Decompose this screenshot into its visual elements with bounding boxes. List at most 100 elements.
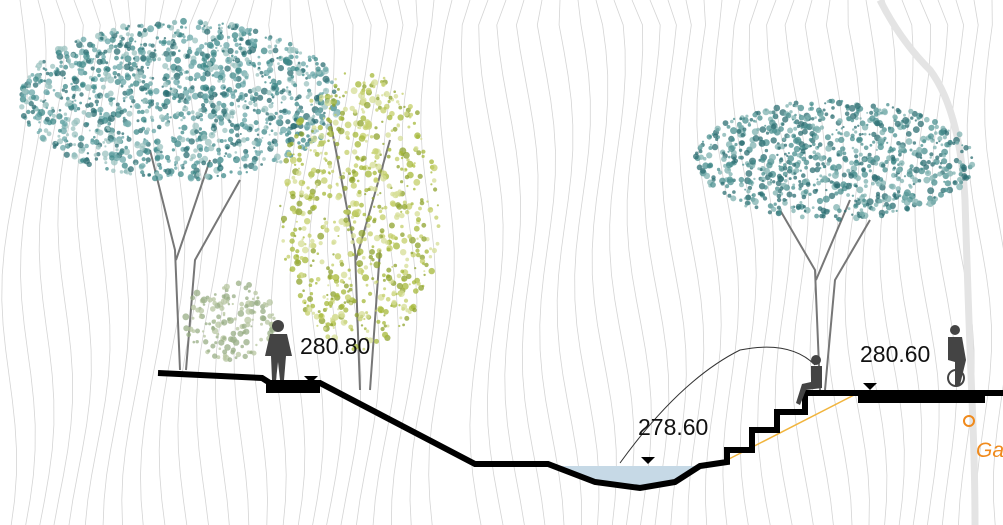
foliage: [259, 150, 263, 154]
foliage: [854, 130, 858, 134]
foliage: [430, 164, 438, 172]
foliage: [315, 281, 318, 285]
foliage: [105, 126, 110, 130]
foliage: [822, 195, 830, 203]
foliage: [418, 285, 424, 291]
foliage: [368, 291, 373, 296]
foliage: [220, 298, 228, 305]
foliage: [819, 166, 822, 170]
foliage: [348, 172, 351, 175]
foliage: [140, 65, 144, 70]
foliage: [94, 99, 100, 104]
foliage: [63, 64, 69, 70]
foliage: [759, 167, 763, 172]
foliage: [255, 73, 260, 77]
foliage: [422, 262, 425, 266]
foliage: [354, 312, 360, 318]
foliage: [113, 139, 121, 146]
foliage: [751, 128, 759, 136]
foliage: [386, 247, 391, 252]
foliage: [188, 75, 194, 82]
foliage: [119, 149, 125, 155]
foliage: [339, 262, 345, 267]
foliage: [899, 178, 905, 184]
foliage: [404, 315, 410, 321]
foliage: [895, 193, 899, 197]
foliage: [253, 146, 256, 149]
foliage: [78, 68, 85, 76]
foliage: [801, 194, 807, 200]
foliage: [203, 25, 206, 28]
foliage: [187, 34, 194, 41]
foliage: [287, 41, 293, 47]
foliage: [209, 26, 213, 30]
foliage: [385, 132, 392, 138]
foliage: [330, 80, 334, 85]
foliage: [71, 152, 78, 160]
foliage: [286, 254, 291, 259]
foliage: [275, 119, 282, 126]
foliage: [302, 289, 305, 293]
foliage: [374, 338, 379, 344]
foliage: [711, 143, 719, 151]
foliage: [880, 180, 886, 186]
foliage: [305, 71, 309, 75]
foliage: [776, 173, 782, 179]
foliage: [202, 303, 206, 306]
foliage: [239, 166, 242, 169]
foliage: [850, 113, 857, 120]
foliage: [224, 139, 227, 143]
foliage: [190, 59, 197, 66]
foliage: [368, 166, 372, 170]
foliage: [388, 95, 393, 100]
foliage: [151, 128, 157, 134]
foliage: [217, 151, 221, 156]
foliage: [382, 321, 386, 325]
foliage: [728, 162, 734, 168]
foliage: [356, 260, 364, 267]
foliage: [305, 65, 309, 68]
foliage: [183, 146, 189, 153]
foliage: [334, 253, 342, 260]
foliage: [271, 102, 274, 105]
foliage: [351, 169, 356, 174]
foliage: [808, 192, 812, 196]
foliage: [773, 104, 781, 112]
foliage: [116, 73, 121, 77]
foliage: [221, 321, 225, 325]
foliage: [249, 94, 254, 98]
foliage: [153, 88, 160, 95]
foliage: [853, 176, 857, 180]
foliage: [94, 157, 99, 161]
foliage: [133, 129, 140, 135]
foliage: [103, 70, 109, 77]
foliage: [245, 137, 250, 142]
foliage: [792, 151, 798, 157]
foliage: [742, 117, 745, 120]
foliage: [113, 48, 121, 55]
foliage: [375, 309, 378, 312]
foliage: [268, 65, 272, 69]
foliage: [358, 135, 366, 142]
foliage: [938, 165, 942, 169]
foliage: [239, 37, 244, 42]
foliage: [274, 44, 278, 48]
foliage: [804, 165, 808, 170]
foliage: [707, 163, 714, 169]
foliage: [407, 234, 412, 239]
foliage: [289, 156, 297, 164]
foliage: [45, 106, 49, 110]
foliage: [207, 144, 215, 152]
foliage: [343, 283, 349, 289]
foliage: [369, 135, 374, 139]
foliage: [208, 322, 212, 326]
foliage: [799, 155, 802, 159]
foliage: [847, 207, 851, 211]
foliage: [99, 109, 102, 112]
foliage: [436, 204, 439, 207]
foliage: [50, 63, 56, 69]
foliage: [298, 227, 302, 231]
foliage: [344, 130, 350, 136]
foliage: [700, 168, 706, 174]
